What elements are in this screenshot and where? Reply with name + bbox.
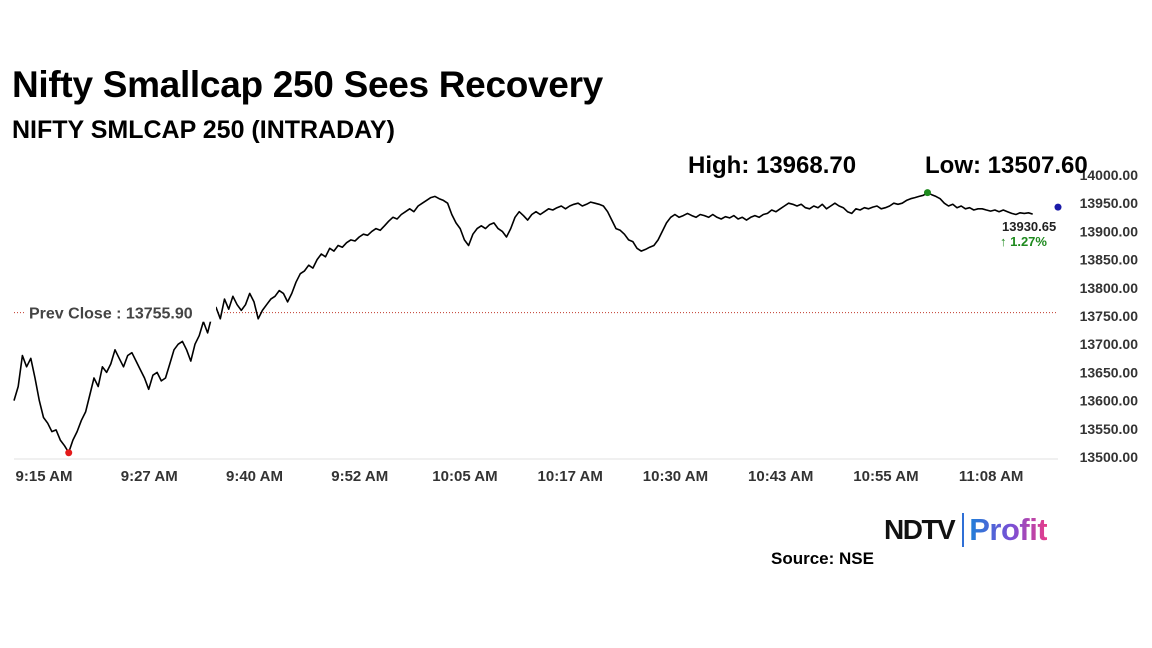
source-label: Source: NSE: [771, 549, 874, 568]
x-tick-label: 10:30 AM: [643, 468, 708, 485]
y-tick-label: 13550.00: [1080, 421, 1139, 437]
brand-profit: Profit: [969, 512, 1048, 547]
low-marker: [65, 449, 73, 457]
y-tick-label: 13700.00: [1080, 336, 1139, 352]
high-label: High: 13968.70: [688, 152, 857, 179]
x-tick-label: 9:40 AM: [226, 468, 283, 485]
last-value-marker: [1054, 203, 1062, 211]
y-tick-label: 13850.00: [1080, 252, 1139, 268]
y-tick-label: 13950.00: [1080, 195, 1139, 211]
prev-close-label: Prev Close : 13755.90: [29, 306, 193, 323]
x-tick-label: 9:52 AM: [331, 468, 388, 485]
brand-ndtv: NDTV: [884, 514, 956, 545]
x-tick-label: 9:15 AM: [16, 468, 73, 485]
change-label: ↑ 1.27%: [1000, 234, 1047, 249]
y-tick-label: 14000.00: [1080, 167, 1139, 183]
y-tick-label: 13600.00: [1080, 393, 1139, 409]
x-tick-label: 9:27 AM: [121, 468, 178, 485]
x-tick-label: 10:05 AM: [432, 468, 497, 485]
y-tick-label: 13800.00: [1080, 280, 1139, 296]
x-tick-label: 10:17 AM: [538, 468, 603, 485]
y-tick-label: 13750.00: [1080, 308, 1139, 324]
y-tick-label: 13900.00: [1080, 223, 1139, 239]
chart-title: Nifty Smallcap 250 Sees Recovery: [12, 64, 603, 105]
x-tick-label: 10:55 AM: [853, 468, 918, 485]
last-value-label: 13930.65: [1002, 219, 1056, 234]
prev-close-label-bg: [26, 303, 216, 322]
ndtv-profit-logo: NDTV Profit: [884, 510, 1048, 550]
price-line: [13, 191, 1033, 454]
x-tick-label: 10:43 AM: [748, 468, 813, 485]
low-label: Low: 13507.60: [925, 152, 1088, 179]
y-tick-label: 13500.00: [1080, 449, 1139, 465]
high-marker: [924, 189, 931, 197]
y-tick-label: 13650.00: [1080, 364, 1139, 380]
brand-separator: [962, 513, 965, 547]
chart-subtitle: NIFTY SMLCAP 250 (INTRADAY): [12, 116, 395, 144]
x-tick-label: 11:08 AM: [959, 468, 1023, 485]
